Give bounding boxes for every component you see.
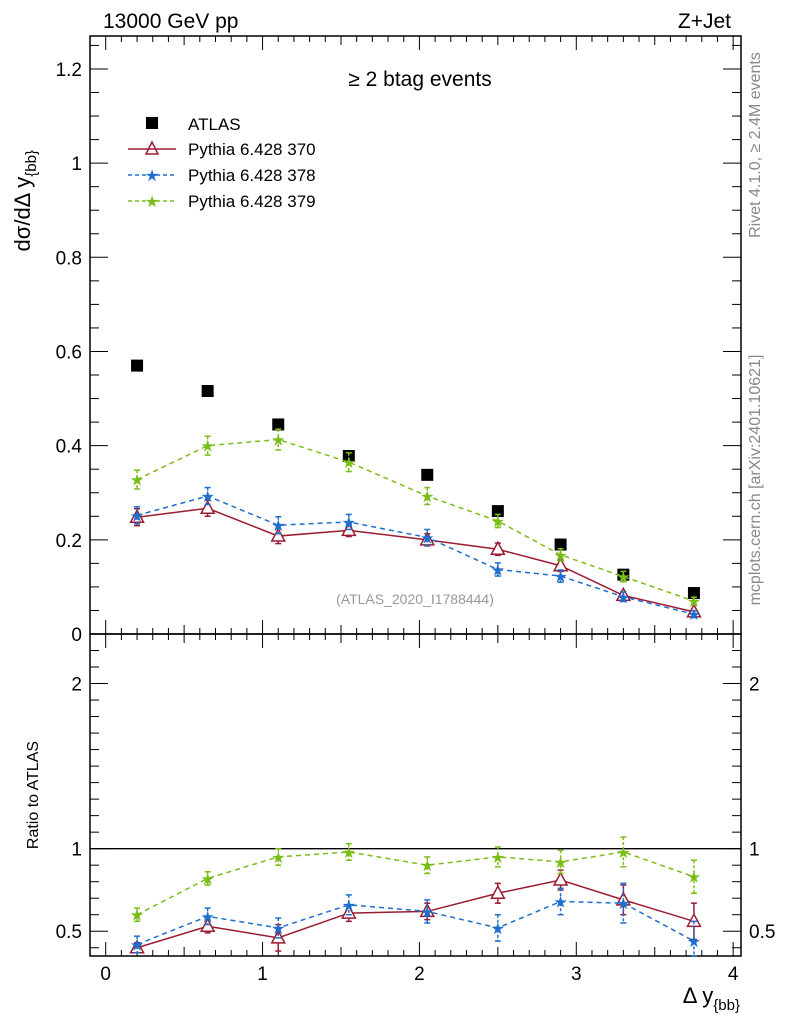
main-point-379: ★ [130, 473, 144, 490]
main-point-378: ★ [616, 590, 630, 607]
main-point-378: ★ [130, 508, 144, 525]
x-tick-label: 0 [100, 964, 111, 985]
ratio-point-379: ★ [342, 845, 356, 862]
main-point-378: ★ [271, 518, 285, 535]
ratio-point-379: ★ [200, 871, 214, 888]
legend-marker-379: ★ [145, 194, 159, 211]
ratio-point-378: ★ [342, 898, 356, 915]
ratio-point-379: ★ [491, 850, 505, 867]
ratio-line-378 [136, 900, 695, 946]
ratio-y-tick-label-right: 1 [749, 840, 760, 861]
main-atlas-point [201, 385, 214, 398]
legend-marker-atlas [146, 117, 158, 129]
main-point-379: ★ [420, 489, 434, 506]
ratio-point-370 [490, 884, 506, 900]
ratio-point-378: ★ [491, 921, 505, 938]
ratio-point-379: ★ [271, 850, 285, 867]
main-atlas-point [554, 538, 567, 551]
ratio-point-378: ★ [420, 904, 434, 921]
legend-label-379: Pythia 6.428 379 [188, 192, 316, 211]
ratio-line-379 [136, 851, 695, 916]
legend-marker-378: ★ [145, 168, 159, 185]
x-tick-label: 2 [414, 964, 425, 985]
main-point-379: ★ [616, 570, 630, 587]
main-line-378 [136, 495, 695, 615]
mcplots-label: mcplots.cern.ch [arXiv:2401.10621] [747, 355, 764, 606]
main-point-379: ★ [687, 594, 701, 611]
main-point-379: ★ [200, 439, 214, 456]
ratio-y-tick-label: 2 [71, 675, 82, 696]
svg-text:dσ/dΔ y{bb}: dσ/dΔ y{bb} [10, 150, 40, 251]
header-left: 13000 GeV pp [103, 10, 238, 33]
main-point-378: ★ [687, 607, 701, 624]
legend-label-370: Pythia 6.428 370 [188, 140, 316, 159]
main-point-378: ★ [342, 515, 356, 532]
y-tick-label: 0 [71, 625, 82, 646]
main-point-378: ★ [200, 489, 214, 506]
svg-text:Δ y{bb}: Δ y{bb} [683, 983, 740, 1014]
rivet-label: Rivet 4.1.0, ≥ 2.4M events [747, 52, 764, 238]
main-line-379 [136, 438, 695, 602]
main-title: ≥ 2 btag events [348, 68, 491, 91]
analysis-watermark: (ATLAS_2020_I1788444) [336, 591, 494, 607]
legend-marker-370 [144, 140, 160, 155]
y-tick-label: 0.2 [56, 531, 82, 552]
ratio-point-378: ★ [616, 896, 630, 913]
x-tick-label: 1 [257, 964, 268, 985]
ratio-point-379: ★ [687, 870, 701, 887]
ratio-point-378: ★ [130, 937, 144, 954]
ratio-y-tick-label: 1 [71, 840, 82, 861]
ratio-point-378: ★ [687, 934, 701, 951]
ratio-point-370 [552, 871, 569, 886]
main-atlas-point [687, 587, 700, 600]
main-point-379: ★ [491, 514, 505, 531]
y-tick-label: 0.8 [56, 248, 82, 269]
ratio-point-378: ★ [200, 909, 214, 926]
main-atlas-point [272, 418, 285, 431]
main-point-370 [270, 527, 287, 542]
ratio-panel-frame [89, 633, 742, 957]
main-point-379: ★ [553, 548, 567, 565]
plot-marks: 0 1 2 3 400.20.40.60.811.20.5 0.51 12 2★★★ ★★★ ★★… [56, 36, 775, 985]
main-point-370 [199, 499, 216, 515]
legend: ATLAS Pythia 6.428 370 ★ Pythia 6.428 37… [128, 115, 316, 211]
legend-label-atlas: ATLAS [188, 115, 241, 134]
main-ylabel: dσ/dΔ y{bb} [10, 150, 40, 251]
main-point-379: ★ [271, 433, 285, 450]
ratio-point-379: ★ [130, 908, 144, 925]
ratio-ylabel: Ratio to ATLAS [25, 741, 42, 849]
ratio-point-379: ★ [420, 858, 434, 875]
ratio-point-379: ★ [616, 845, 630, 862]
ratio-point-370 [270, 929, 287, 944]
main-atlas-point [131, 359, 144, 372]
ratio-y-tick-label: 0.5 [56, 922, 82, 943]
main-point-379: ★ [342, 455, 356, 472]
main-point-370 [490, 540, 506, 555]
ratio-y-tick-label-right: 2 [749, 675, 760, 696]
x-tick-label: 3 [571, 964, 582, 985]
x-tick-label: 4 [728, 964, 739, 985]
ratio-point-378: ★ [553, 895, 567, 912]
ratio-y-tick-label-right: 0.5 [749, 922, 775, 943]
main-point-378: ★ [553, 569, 567, 586]
ratio-point-379: ★ [553, 855, 567, 872]
x-axis-label: Δ y{bb} [683, 983, 740, 1014]
y-tick-label: 1 [71, 154, 82, 175]
y-tick-label: 1.2 [56, 60, 82, 81]
main-point-378: ★ [420, 530, 434, 547]
ratio-point-378: ★ [271, 921, 285, 938]
y-tick-label: 0.6 [56, 342, 82, 363]
y-tick-label: 0.4 [56, 437, 83, 458]
ratio-line-370 [136, 879, 695, 949]
legend-label-378: Pythia 6.428 378 [188, 166, 316, 185]
header-right: Z+Jet [678, 10, 731, 33]
main-point-378: ★ [491, 562, 505, 579]
main-atlas-point [421, 468, 434, 481]
